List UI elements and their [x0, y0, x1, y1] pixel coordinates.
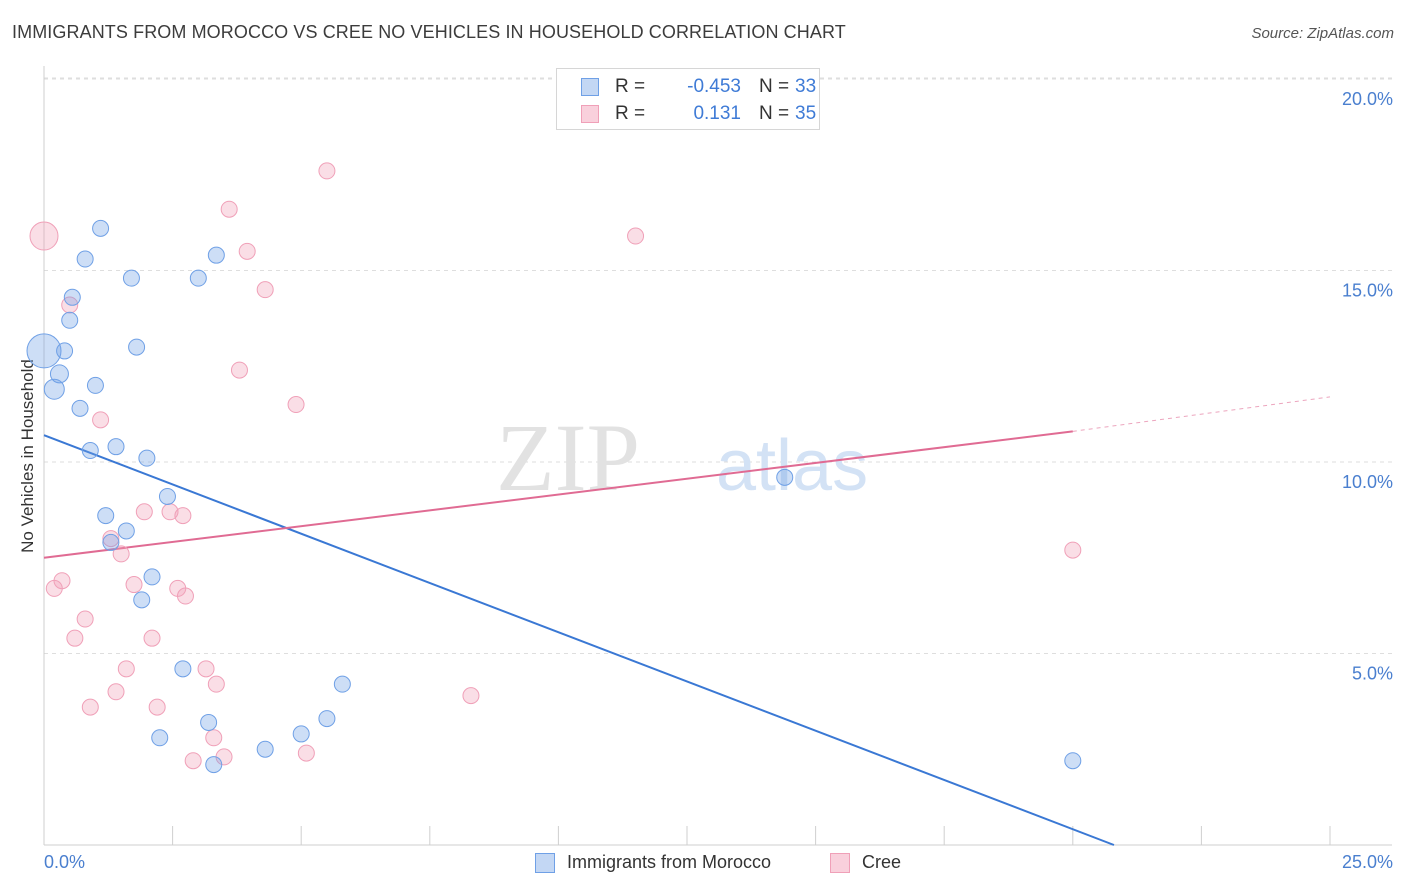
- point-morocco: [174, 660, 192, 678]
- point-cree: [102, 530, 120, 548]
- point-morocco: [61, 311, 79, 329]
- point-cree: [66, 629, 84, 647]
- trend-line-cree-extension: [1072, 396, 1331, 432]
- point-morocco: [158, 487, 176, 505]
- point-cree: [256, 281, 274, 299]
- point-cree: [174, 507, 192, 525]
- point-morocco: [292, 725, 310, 743]
- point-morocco: [43, 378, 65, 400]
- r-value: 0.131: [693, 103, 741, 124]
- point-cree: [176, 587, 194, 605]
- r-label: R =: [615, 103, 646, 124]
- legend-label-morocco: Immigrants from Morocco: [567, 852, 772, 872]
- point-morocco: [143, 568, 161, 586]
- y-tick-label: 20.0%: [1342, 89, 1393, 109]
- point-morocco: [122, 269, 140, 287]
- point-morocco: [107, 438, 125, 456]
- point-morocco: [86, 376, 104, 394]
- point-cree: [197, 660, 215, 678]
- point-morocco: [56, 342, 74, 360]
- trend-line-morocco: [43, 434, 1115, 846]
- point-cree: [318, 162, 336, 180]
- point-morocco: [776, 468, 794, 486]
- point-morocco: [128, 338, 146, 356]
- legend-label-cree: Cree: [862, 852, 902, 872]
- point-cree: [1064, 541, 1082, 559]
- point-morocco: [26, 333, 62, 369]
- point-morocco: [256, 740, 274, 758]
- point-morocco: [71, 399, 89, 417]
- point-cree: [107, 683, 125, 701]
- y-tick-labels: 5.0% 10.0% 15.0% 20.0%: [1342, 89, 1393, 684]
- chart-title: IMMIGRANTS FROM MOROCCO VS CREE NO VEHIC…: [12, 22, 846, 42]
- point-cree: [135, 503, 153, 521]
- source-label: Source: ZipAtlas.com: [1251, 25, 1394, 42]
- point-morocco: [102, 533, 120, 551]
- n-value: 33: [795, 76, 817, 97]
- point-morocco: [138, 449, 156, 467]
- n-value: 35: [795, 103, 817, 124]
- point-morocco: [49, 364, 69, 384]
- point-cree: [287, 396, 305, 414]
- n-label: N =: [759, 76, 790, 97]
- y-tick-label: 10.0%: [1342, 472, 1393, 492]
- point-cree: [148, 698, 166, 716]
- point-morocco: [117, 522, 135, 540]
- point-morocco: [151, 729, 169, 747]
- point-cree: [205, 729, 223, 747]
- point-cree: [117, 660, 135, 678]
- point-cree: [297, 744, 315, 762]
- legend-swatch-morocco: [581, 78, 599, 96]
- point-cree: [462, 687, 480, 705]
- point-cree: [76, 610, 94, 628]
- r-label: R =: [615, 76, 646, 97]
- point-cree: [29, 221, 59, 251]
- trend-lines: [43, 396, 1331, 846]
- point-cree: [220, 200, 238, 218]
- point-morocco: [92, 219, 110, 237]
- point-morocco: [333, 675, 351, 693]
- watermark-zip: ZIP: [496, 404, 640, 511]
- point-cree: [207, 675, 225, 693]
- r-value: -0.453: [687, 76, 741, 97]
- point-morocco: [200, 713, 218, 731]
- point-cree: [238, 242, 256, 260]
- point-morocco: [133, 591, 151, 609]
- legend-swatch-cree: [581, 105, 599, 123]
- point-morocco: [189, 269, 207, 287]
- x-tick-min: 0.0%: [44, 852, 86, 872]
- point-morocco: [81, 442, 99, 460]
- point-cree: [112, 545, 130, 563]
- n-label: N =: [759, 103, 790, 124]
- point-morocco: [76, 250, 94, 268]
- point-cree: [125, 576, 143, 594]
- point-morocco: [318, 710, 336, 728]
- x-tick-max: 25.0%: [1341, 852, 1393, 872]
- legend-swatch-morocco: [535, 853, 555, 873]
- point-morocco: [97, 507, 115, 525]
- point-cree: [184, 752, 202, 770]
- point-morocco: [207, 246, 225, 264]
- point-cree: [92, 411, 110, 429]
- point-cree: [81, 698, 99, 716]
- point-morocco: [1064, 752, 1082, 770]
- point-cree: [627, 227, 645, 245]
- point-cree: [53, 572, 71, 590]
- point-cree: [230, 361, 248, 379]
- trend-line-cree: [43, 430, 1073, 559]
- data-points: [26, 162, 1082, 774]
- point-morocco: [205, 756, 223, 774]
- point-morocco: [63, 288, 81, 306]
- legend-swatch-cree: [830, 853, 850, 873]
- stats-legend: R = -0.453 N = 33 R = 0.131 N = 35: [556, 68, 820, 130]
- y-tick-label: 5.0%: [1352, 664, 1393, 684]
- y-tick-label: 15.0%: [1342, 281, 1393, 301]
- point-cree: [143, 629, 161, 647]
